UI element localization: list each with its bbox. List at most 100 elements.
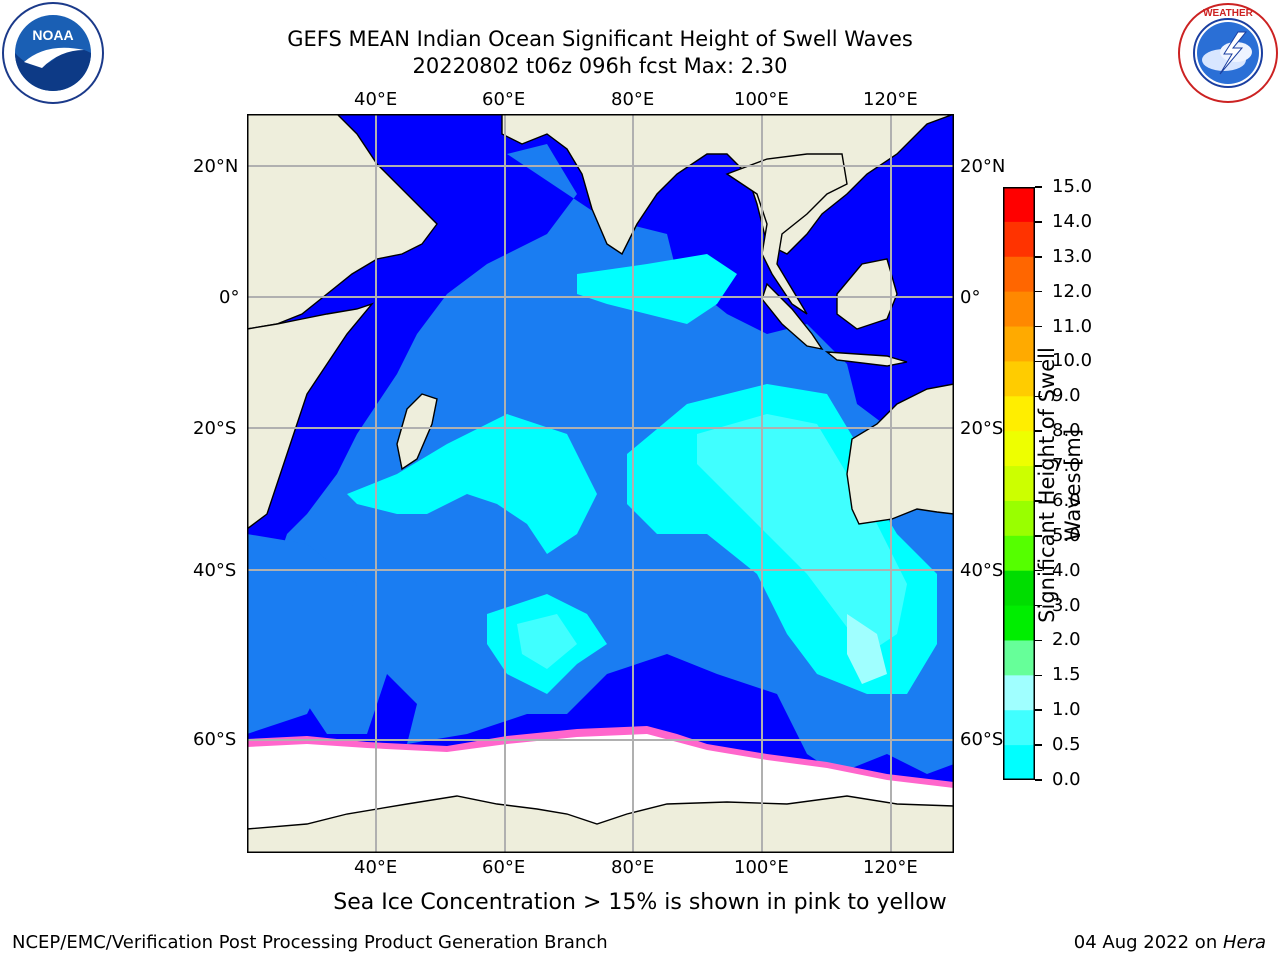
colorbar-segment (1003, 326, 1035, 362)
noaa-logo-text: NOAA (32, 27, 73, 43)
footer-date: 04 Aug 2022 on Hera (1074, 932, 1266, 953)
colorbar-segment (1003, 710, 1035, 746)
lat-label-left: 0° (219, 287, 240, 308)
colorbar-tick-label: 13.0 (1052, 245, 1093, 267)
colorbar-tick-mark (1035, 604, 1042, 607)
footer-host: Hera (1222, 932, 1266, 953)
colorbar-tick-label: 7.0 (1052, 455, 1081, 477)
colorbar-tick-label: 1.5 (1052, 664, 1081, 686)
lon-label-top: 40°E (354, 89, 398, 110)
land-madagascar (396, 393, 438, 471)
lat-label-left: 20°N (193, 156, 239, 177)
colorbar-segment (1003, 361, 1035, 397)
colorbar-label: Significant Height of Swell Waves [m] (1035, 347, 1085, 623)
lon-label-bottom: 120°E (863, 857, 918, 878)
colorbar-tick-mark (1035, 395, 1042, 398)
lon-label-top: 120°E (863, 89, 918, 110)
colorbar-tick-mark (1035, 290, 1042, 293)
map-svg (247, 114, 954, 853)
lon-label-bottom: 60°E (482, 857, 526, 878)
lat-label-right: 0° (960, 287, 981, 308)
colorbar-tick-mark (1035, 430, 1042, 432)
colorbar-segment (1003, 535, 1035, 572)
colorbar-tick-mark (1035, 256, 1042, 258)
lat-label-left: 20°S (193, 418, 237, 439)
colorbar-tick-mark (1035, 639, 1042, 642)
colorbar-tick-mark (1035, 360, 1042, 363)
swell-zone-peak (847, 614, 887, 684)
lon-label-top: 100°E (734, 89, 789, 110)
colorbar-svg (1003, 187, 1035, 781)
chart-title: GEFS MEAN Indian Ocean Significant Heigh… (287, 27, 913, 51)
colorbar-segment (1003, 570, 1035, 607)
land-india (501, 114, 954, 256)
chart-subtitle: 20220802 t06z 096h fcst Max: 2.30 (412, 54, 788, 78)
lon-label-top: 60°E (482, 89, 526, 110)
colorbar-tick-mark (1035, 186, 1042, 188)
colorbar-segment (1003, 187, 1035, 223)
map-border (247, 114, 954, 853)
lon-label-bottom: 80°E (611, 857, 655, 878)
colorbar-tick-mark (1035, 744, 1042, 746)
swell-height-map (247, 114, 954, 853)
lon-label-bottom: 100°E (734, 857, 789, 878)
colorbar (1003, 187, 1035, 781)
svg-text:WEATHER: WEATHER (1203, 8, 1254, 19)
footer-date-text: 04 Aug 2022 on (1073, 932, 1223, 953)
lon-label-bottom: 40°E (354, 857, 398, 878)
colorbar-tick-label: 8.0 (1052, 420, 1081, 442)
colorbar-segment (1003, 466, 1035, 502)
colorbar-segment (1003, 745, 1035, 781)
swell-zone-higher (517, 614, 577, 669)
colorbar-tick-label: 0.5 (1052, 734, 1081, 756)
map-gridlines (247, 114, 954, 853)
colorbar-segment (1003, 500, 1035, 537)
lat-label-left: 40°S (193, 560, 237, 581)
land-australia (846, 383, 954, 525)
colorbar-segment (1003, 256, 1035, 293)
lat-label-right: 40°S (960, 560, 1004, 581)
colorbar-segment (1003, 221, 1035, 258)
colorbar-tick-label: 9.0 (1052, 385, 1081, 407)
colorbar-tick-label: 14.0 (1052, 210, 1093, 232)
colorbar-border (1003, 187, 1035, 780)
colorbar-tick-mark (1035, 569, 1042, 572)
colorbar-tick-mark (1035, 674, 1042, 677)
colorbar-tick-label: 11.0 (1052, 315, 1093, 337)
colorbar-tick-mark (1035, 465, 1042, 467)
colorbar-tick-mark (1035, 221, 1042, 223)
colorbar-tick-label: 1.0 (1052, 699, 1081, 721)
colorbar-tick-label: 6.0 (1052, 489, 1081, 511)
lon-label-top: 80°E (611, 89, 655, 110)
land-sumatra (761, 282, 824, 351)
lat-label-right: 60°S (960, 729, 1004, 750)
land-java (824, 351, 908, 367)
colorbar-tick-label: 10.0 (1052, 350, 1093, 372)
land-malay-peninsula (725, 153, 848, 315)
colorbar-tick-label: 0.0 (1052, 769, 1081, 790)
colorbar-tick-mark (1035, 325, 1042, 328)
land-arabia (247, 114, 438, 330)
colorbar-tick-label: 2.0 (1052, 629, 1081, 651)
colorbar-tick-label: 12.0 (1052, 280, 1093, 302)
colorbar-segment (1003, 431, 1035, 467)
colorbar-tick-mark (1035, 500, 1042, 502)
lat-label-right: 20°N (960, 156, 1006, 177)
swell-zone-higher (697, 414, 907, 654)
colorbar-segment (1003, 675, 1035, 711)
colorbar-segment (1003, 605, 1035, 641)
colorbar-segment (1003, 640, 1035, 676)
lat-label-left: 60°S (193, 729, 237, 750)
national-weather-service-logo-icon: WEATHER (1176, 2, 1280, 104)
colorbar-segment (1003, 396, 1035, 432)
colorbar-tick-label: 15.0 (1052, 176, 1093, 197)
colorbar-tick-mark (1035, 709, 1042, 711)
footer-credit: NCEP/EMC/Verification Post Processing Pr… (12, 932, 608, 953)
swell-zone-high (347, 414, 597, 554)
lat-label-right: 20°S (960, 418, 1004, 439)
colorbar-tick-mark (1035, 779, 1042, 781)
noaa-logo-icon: NOAA (2, 2, 104, 104)
colorbar-tick-label: 5.0 (1052, 524, 1081, 546)
colorbar-tick-label: 3.0 (1052, 594, 1081, 616)
colorbar-segment (1003, 291, 1035, 328)
